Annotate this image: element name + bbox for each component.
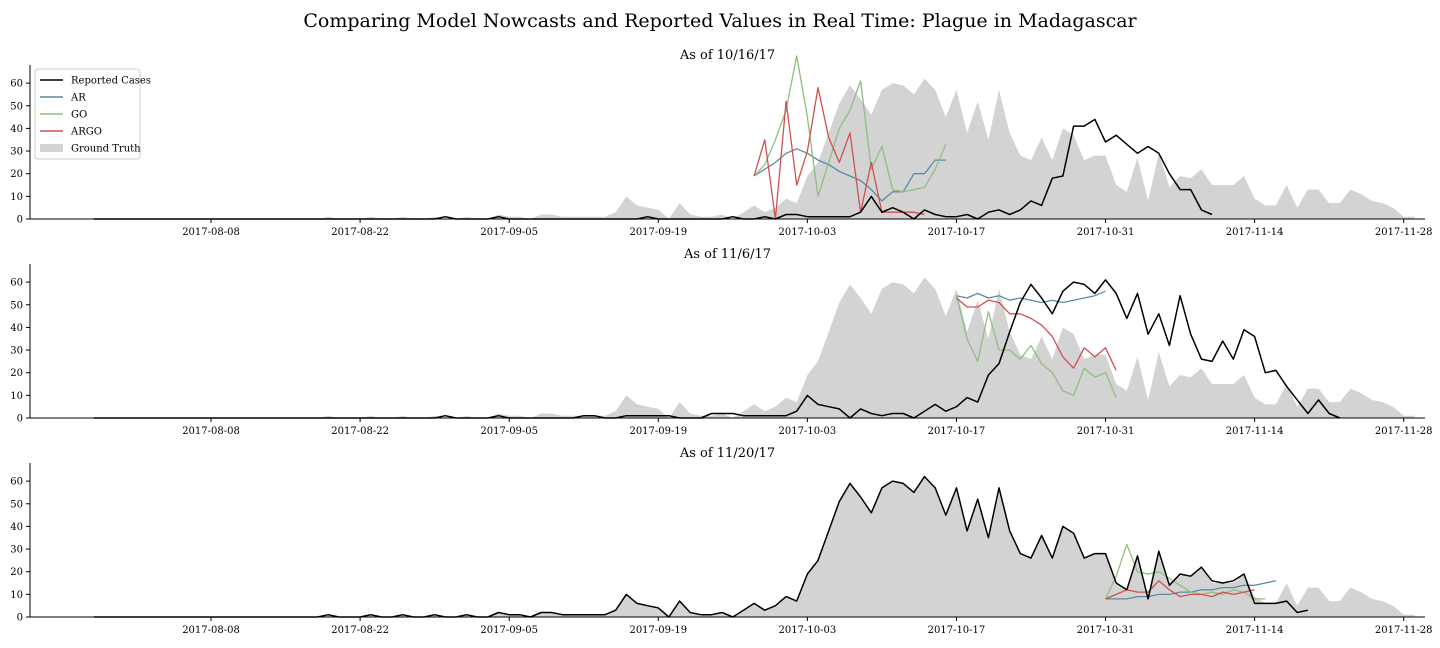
y-tick-label: 10	[10, 192, 23, 203]
x-tick-label: 2017-09-19	[629, 426, 687, 437]
ground-truth-area	[93, 78, 1415, 219]
legend-label: ARGO	[70, 127, 102, 138]
legend-label: GO	[71, 110, 87, 121]
x-tick-label: 2017-11-28	[1375, 625, 1433, 636]
x-tick-label: 2017-09-19	[629, 625, 687, 636]
series-line-argo	[956, 297, 1117, 371]
y-tick-label: 60	[10, 278, 23, 289]
y-tick-label: 30	[10, 346, 23, 357]
x-tick-label: 2017-10-31	[1077, 426, 1135, 437]
series-line-go	[753, 55, 947, 198]
y-tick-label: 60	[10, 79, 23, 90]
panel-2: As of 11/6/17 0 10 20 30 40 50 60 2017-08-08 2017…	[10, 247, 1432, 437]
x-tick-label: 2017-10-31	[1077, 625, 1135, 636]
x-tick-label: 2017-10-03	[779, 426, 837, 437]
y-tick-label: 60	[10, 477, 23, 488]
y-tick-label: 50	[10, 101, 23, 112]
legend-label: Ground Truth	[71, 144, 141, 155]
x-tick-label: 2017-08-22	[331, 426, 389, 437]
y-tick-label: 20	[10, 169, 23, 180]
panel-title: As of 11/6/17	[683, 247, 771, 262]
ground-truth-area	[93, 277, 1415, 418]
panel-title: As of 11/20/17	[679, 446, 775, 461]
x-tick-label: 2017-10-17	[928, 227, 986, 238]
x-tick-label: 2017-08-08	[182, 426, 240, 437]
x-tick-label: 2017-09-05	[480, 426, 538, 437]
x-tick-label: 2017-11-28	[1375, 227, 1433, 238]
y-tick-label: 30	[10, 147, 23, 158]
series-line-argo	[1105, 580, 1255, 600]
legend-frame	[34, 68, 141, 160]
panel-3: As of 11/20/17 0 10 20 30 40 50 60 2017-08-08 201…	[10, 446, 1432, 636]
y-tick-label: 20	[10, 567, 23, 578]
y-tick-label: 10	[10, 391, 23, 402]
legend-label: Reported Cases	[71, 76, 151, 87]
x-tick-label: 2017-11-28	[1375, 426, 1433, 437]
x-tick-label: 2017-10-17	[928, 426, 986, 437]
x-tick-label: 2017-08-22	[331, 625, 389, 636]
legend-label: AR	[70, 93, 86, 104]
y-tick-label: 40	[10, 522, 23, 533]
x-tick-label: 2017-10-03	[779, 625, 837, 636]
x-tick-label: 2017-09-05	[480, 227, 538, 238]
series-line-go	[955, 295, 1117, 398]
series-line-ar	[956, 290, 1106, 304]
y-tick-label: 0	[17, 613, 23, 624]
y-tick-label: 10	[10, 590, 23, 601]
series-line-go	[1104, 543, 1266, 600]
x-tick-label: 2017-11-14	[1226, 625, 1284, 636]
legend-swatch-area	[40, 144, 63, 152]
x-tick-label: 2017-08-08	[182, 625, 240, 636]
y-tick-label: 0	[17, 414, 23, 425]
x-tick-label: 2017-10-03	[779, 227, 837, 238]
x-tick-label: 2017-11-14	[1226, 227, 1284, 238]
y-tick-label: 50	[10, 499, 23, 510]
series-line-ar	[753, 148, 946, 202]
x-tick-label: 2017-08-08	[182, 227, 240, 238]
y-tick-label: 40	[10, 124, 23, 135]
x-tick-label: 2017-08-22	[331, 227, 389, 238]
y-tick-label: 30	[10, 545, 23, 556]
y-tick-label: 50	[10, 300, 23, 311]
panel-1: As of 10/16/17 0 10 20 30 40 50 60 2017-08-08 201…	[10, 48, 1432, 238]
x-tick-label: 2017-11-14	[1226, 426, 1284, 437]
panel-title: As of 10/16/17	[679, 48, 775, 63]
y-tick-label: 20	[10, 368, 23, 379]
y-tick-label: 40	[10, 323, 23, 334]
x-tick-label: 2017-10-17	[928, 625, 986, 636]
ground-truth-area	[93, 476, 1415, 617]
figure-title: Comparing Model Nowcasts and Reported Va…	[303, 10, 1137, 32]
x-tick-label: 2017-09-05	[480, 625, 538, 636]
x-tick-label: 2017-10-31	[1077, 227, 1135, 238]
y-tick-label: 0	[17, 215, 23, 226]
x-tick-label: 2017-09-19	[629, 227, 687, 238]
series-line-argo	[753, 86, 925, 220]
